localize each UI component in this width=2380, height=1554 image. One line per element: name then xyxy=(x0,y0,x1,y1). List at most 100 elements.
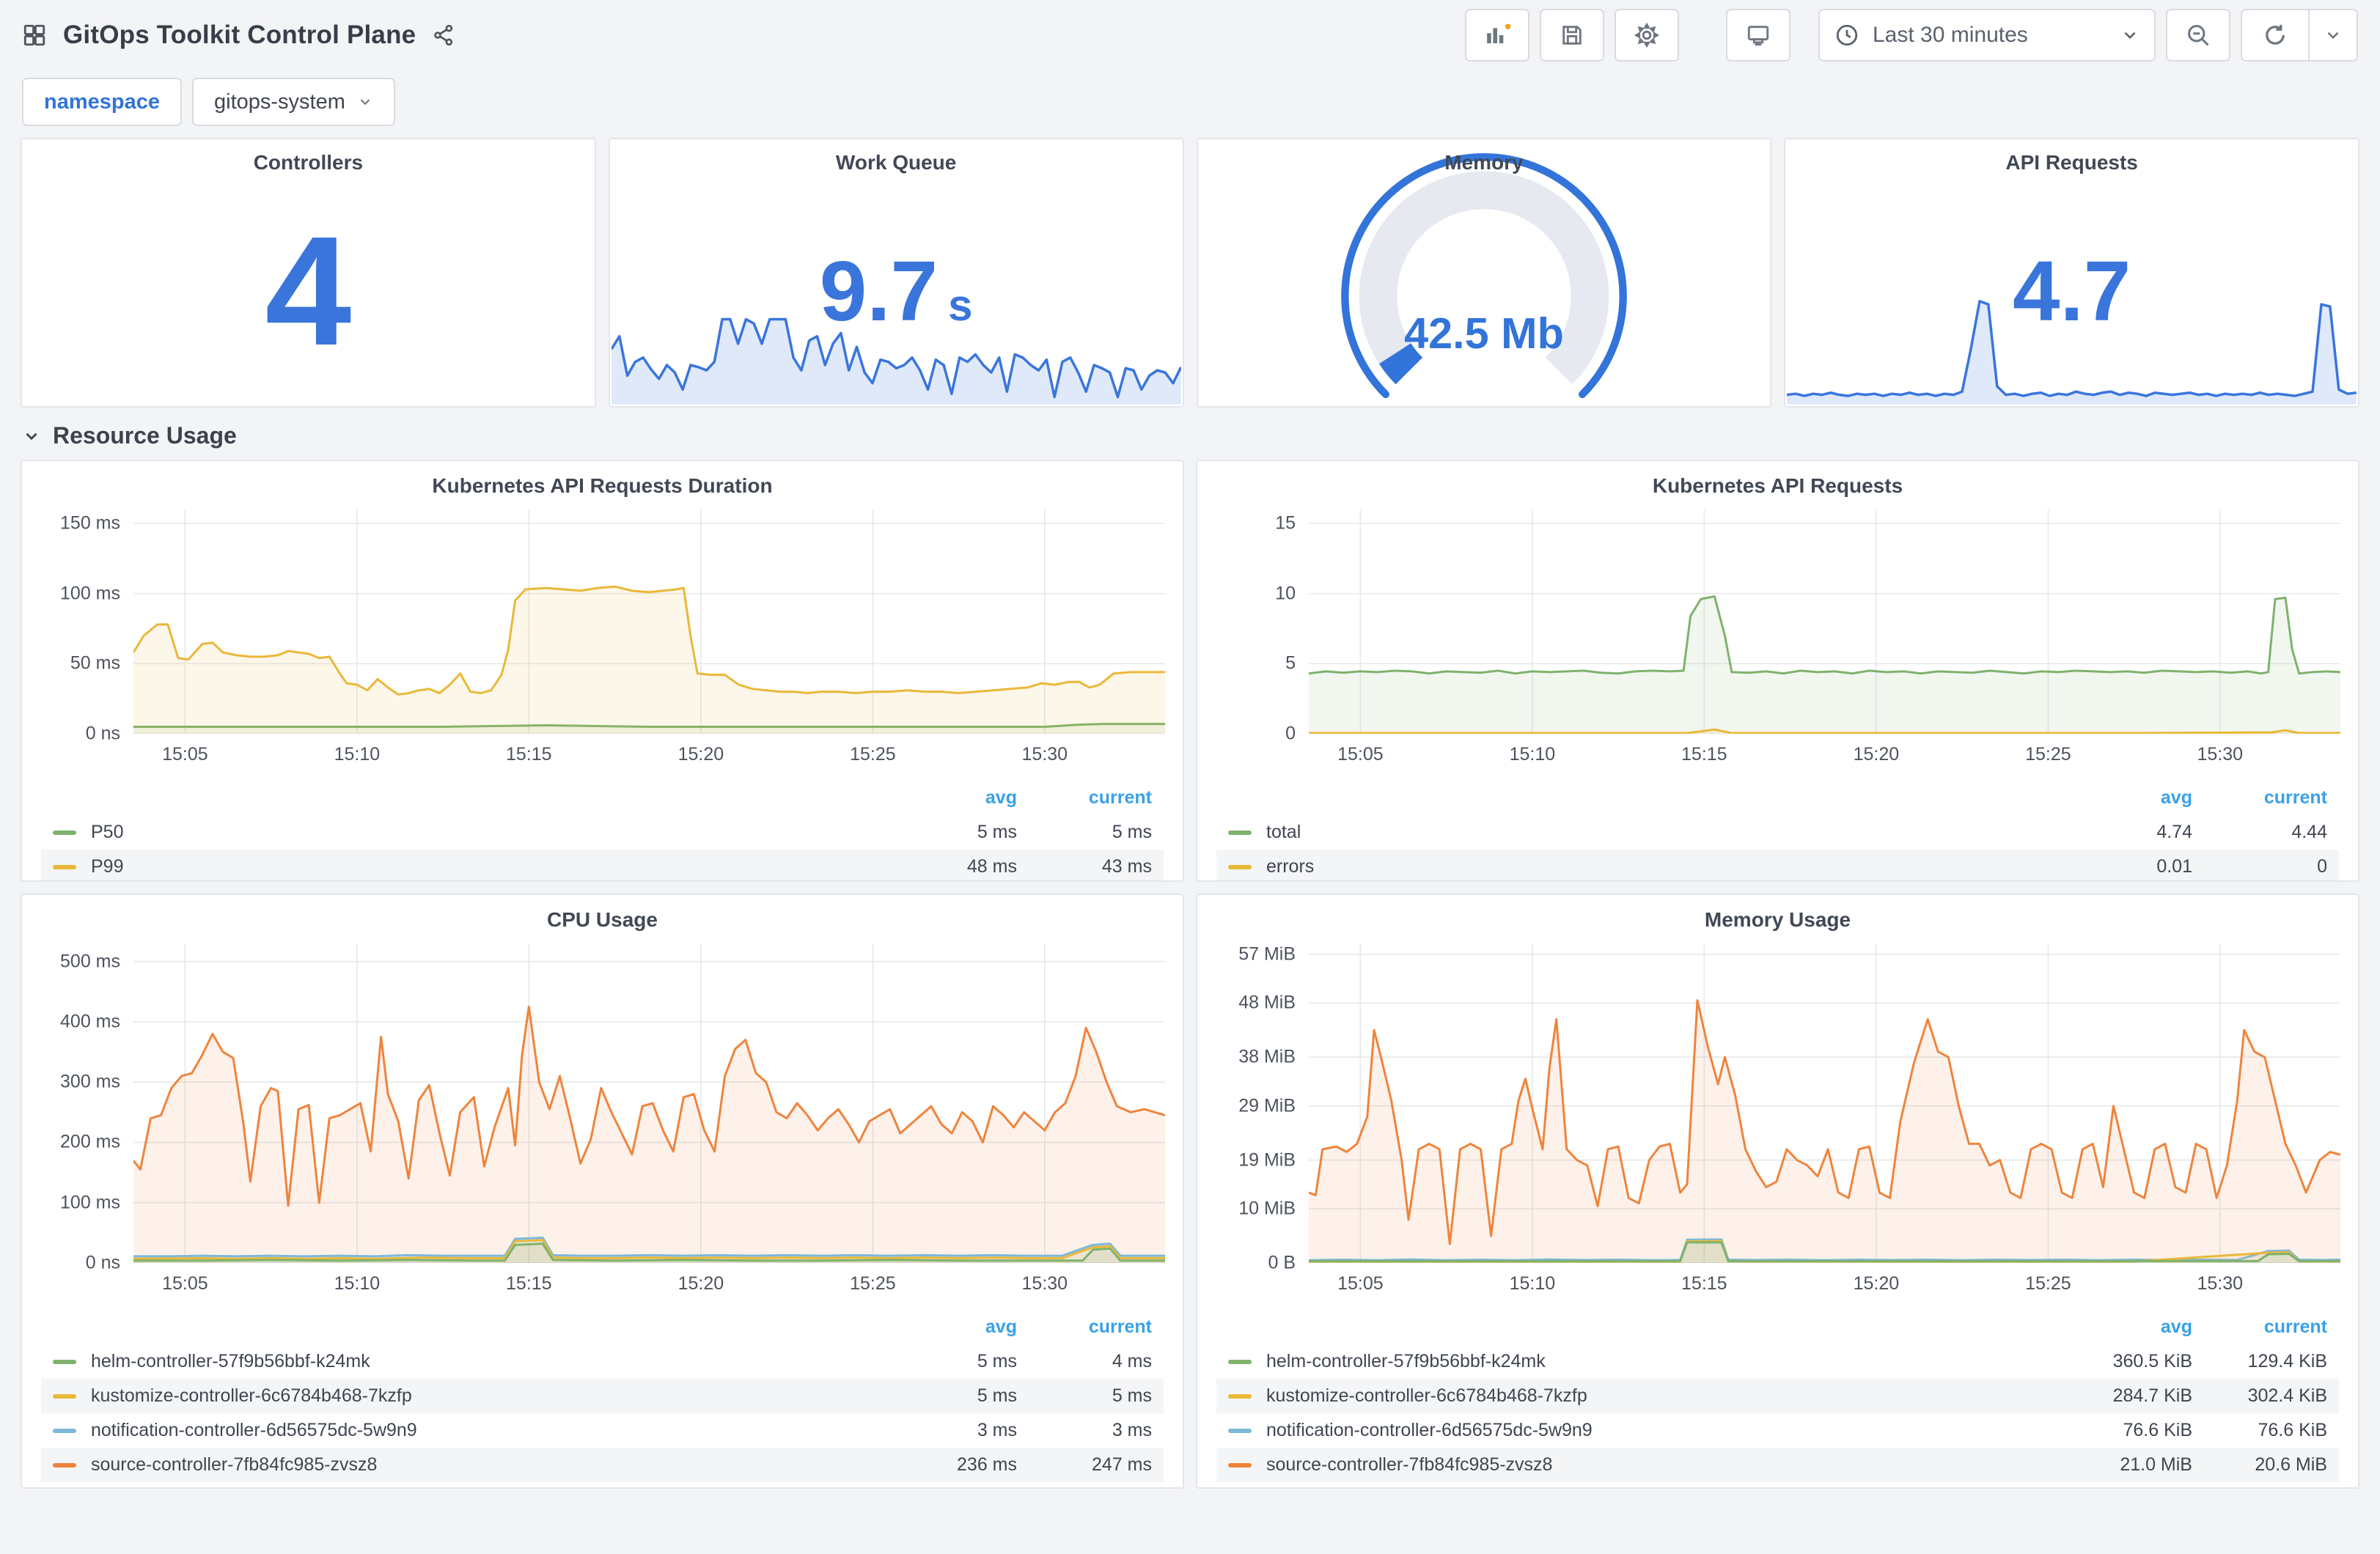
legend-sort-current[interactable]: current xyxy=(1088,787,1152,808)
legend-value: 5 ms xyxy=(977,1385,1017,1406)
legend-row: kustomize-controller-6c6784b468-7kzfp 5 m… xyxy=(41,1379,1164,1413)
y-axis: 0 5 10 15 xyxy=(1197,509,1309,744)
x-tick-label: 15:05 xyxy=(162,1273,208,1294)
x-tick-label: 15:25 xyxy=(850,744,896,765)
legend-sort-avg[interactable]: avg xyxy=(2160,787,2192,808)
panel-title[interactable]: Memory Usage xyxy=(1704,908,1851,931)
legend-series-label[interactable]: notification-controller-6d56575dc-5w9n9 xyxy=(1266,1420,1593,1440)
y-tick-label: 19 MiB xyxy=(1238,1149,1296,1171)
series-color-dash xyxy=(53,830,76,835)
series-color-dash xyxy=(1228,1393,1252,1399)
share-icon[interactable] xyxy=(432,23,455,47)
y-tick-label: 0 xyxy=(1285,723,1296,744)
time-range-picker[interactable]: Last 30 minutes xyxy=(1818,9,2156,62)
x-tick-label: 15:25 xyxy=(2025,1273,2071,1294)
panel-title[interactable]: Work Queue xyxy=(835,151,957,174)
x-tick-label: 15:30 xyxy=(2197,1273,2244,1294)
legend-header: avg current xyxy=(1216,1310,2339,1344)
panel-api-requests: API Requests 4.7 xyxy=(1784,138,2359,408)
legend-row: P50 5 ms 5 ms xyxy=(41,815,1164,850)
refresh-interval-button[interactable] xyxy=(2310,10,2357,60)
stat-panels-row: Controllers 4 Work Queue 9.7 s Memory 42… xyxy=(21,138,2359,408)
legend-series-label[interactable]: source-controller-7fb84fc985-zvsz8 xyxy=(1266,1454,1553,1475)
variable-value-dropdown[interactable]: gitops-system xyxy=(192,78,395,126)
chevron-down-icon xyxy=(2324,26,2343,45)
clock-icon xyxy=(1834,23,1859,48)
x-axis: 15:05 15:10 15:15 15:20 15:25 15:30 xyxy=(133,1270,1165,1301)
plot-area[interactable] xyxy=(133,509,1165,734)
series-color-dash xyxy=(1228,1428,1252,1433)
legend-sort-current[interactable]: current xyxy=(2263,1317,2327,1337)
panel-work-queue: Work Queue 9.7 s xyxy=(608,138,1184,408)
legend-series-label[interactable]: helm-controller-57f9b56bbf-k24mk xyxy=(1266,1351,1546,1371)
dashboard-grid-icon[interactable] xyxy=(22,23,47,48)
panel-title[interactable]: CPU Usage xyxy=(547,908,658,931)
refresh-button[interactable] xyxy=(2242,10,2310,60)
y-tick-label: 400 ms xyxy=(60,1011,120,1032)
x-tick-label: 15:10 xyxy=(1509,744,1556,765)
x-tick-label: 15:30 xyxy=(1021,744,1068,765)
panel-title[interactable]: Kubernetes API Requests xyxy=(1652,474,1903,497)
x-tick-label: 15:20 xyxy=(677,744,724,765)
x-tick-label: 15:10 xyxy=(334,1273,381,1294)
legend-row: P99 48 ms 43 ms xyxy=(41,850,1164,880)
legend-row: helm-controller-57f9b56bbf-k24mk 360.5 Ki… xyxy=(1216,1344,2339,1379)
panel-controllers: Controllers 4 xyxy=(21,138,596,408)
legend-series-label[interactable]: source-controller-7fb84fc985-zvsz8 xyxy=(91,1454,378,1475)
chevron-down-icon xyxy=(357,94,373,110)
legend-value: 4.44 xyxy=(2291,822,2327,842)
panel-cpu-usage: CPU Usage 0 ns 100 ms 200 ms 300 ms 400 ms 50… xyxy=(21,894,1184,1489)
cycle-view-button[interactable] xyxy=(1726,9,1790,62)
y-tick-label: 100 ms xyxy=(60,583,120,604)
legend-series-label[interactable]: total xyxy=(1266,822,1301,842)
x-tick-label: 15:10 xyxy=(1509,1273,1556,1294)
y-tick-label: 0 ns xyxy=(85,723,120,744)
stat-value: 9.7 xyxy=(819,243,939,339)
legend-row: notification-controller-6d56575dc-5w9n9 3… xyxy=(41,1413,1164,1448)
legend-series-label[interactable]: P50 xyxy=(91,822,124,842)
panel-memory-usage: Memory Usage 0 B 10 MiB 19 MiB 29 MiB 38 MiB… xyxy=(1196,894,2359,1489)
legend-series-label[interactable]: kustomize-controller-6c6784b468-7kzfp xyxy=(91,1385,412,1406)
panel-title[interactable]: Controllers xyxy=(253,151,364,174)
svg-text:42.5 Mb: 42.5 Mb xyxy=(1404,309,1564,358)
time-range-label: Last 30 minutes xyxy=(1873,23,2028,47)
sparkline xyxy=(611,292,1181,405)
plot-area[interactable] xyxy=(133,943,1165,1263)
panel-title[interactable]: Memory xyxy=(1444,151,1524,174)
dashboard-settings-button[interactable] xyxy=(1615,9,1679,62)
legend-row: total 4.74 4.44 xyxy=(1216,815,2339,850)
variable-value: gitops-system xyxy=(214,89,345,114)
page-title: GitOps Toolkit Control Plane xyxy=(63,21,416,49)
legend-series-label[interactable]: P99 xyxy=(91,856,124,877)
plot-area[interactable] xyxy=(1309,943,2340,1263)
save-dashboard-button[interactable] xyxy=(1540,9,1604,62)
legend-sort-avg[interactable]: avg xyxy=(985,787,1017,808)
legend-series-label[interactable]: errors xyxy=(1266,856,1315,877)
legend-sort-current[interactable]: current xyxy=(1088,1317,1152,1337)
panel-title[interactable]: API Requests xyxy=(2005,151,2138,174)
legend-series-label[interactable]: notification-controller-6d56575dc-5w9n9 xyxy=(91,1420,417,1440)
x-tick-label: 15:20 xyxy=(1853,1273,1900,1294)
x-tick-label: 15:15 xyxy=(1681,1273,1727,1294)
y-tick-label: 300 ms xyxy=(60,1071,120,1092)
legend-value: 360.5 KiB xyxy=(2112,1351,2192,1371)
legend-series-label[interactable]: helm-controller-57f9b56bbf-k24mk xyxy=(91,1351,370,1371)
legend-series-label[interactable]: kustomize-controller-6c6784b468-7kzfp xyxy=(1266,1385,1587,1406)
legend-value: 4 ms xyxy=(1112,1351,1152,1371)
legend-value: 5 ms xyxy=(1112,822,1152,842)
panel-title[interactable]: Kubernetes API Requests Duration xyxy=(432,474,773,497)
zoom-out-button[interactable] xyxy=(2166,9,2230,62)
legend-sort-current[interactable]: current xyxy=(2263,787,2327,808)
zoom-out-icon xyxy=(2185,22,2211,48)
legend-sort-avg[interactable]: avg xyxy=(985,1317,1017,1337)
variable-label-namespace: namespace xyxy=(22,78,182,126)
x-tick-label: 15:25 xyxy=(850,1273,896,1294)
row-toggle-resource-usage[interactable]: Resource Usage xyxy=(22,422,2358,449)
x-tick-label: 15:10 xyxy=(334,744,381,765)
legend-sort-avg[interactable]: avg xyxy=(2160,1317,2192,1337)
x-tick-label: 15:05 xyxy=(1337,744,1384,765)
y-axis: 0 ns 50 ms 100 ms 150 ms xyxy=(22,509,133,744)
x-tick-label: 15:20 xyxy=(1853,744,1900,765)
plot-area[interactable] xyxy=(1309,509,2340,734)
add-panel-button[interactable] xyxy=(1465,9,1529,62)
